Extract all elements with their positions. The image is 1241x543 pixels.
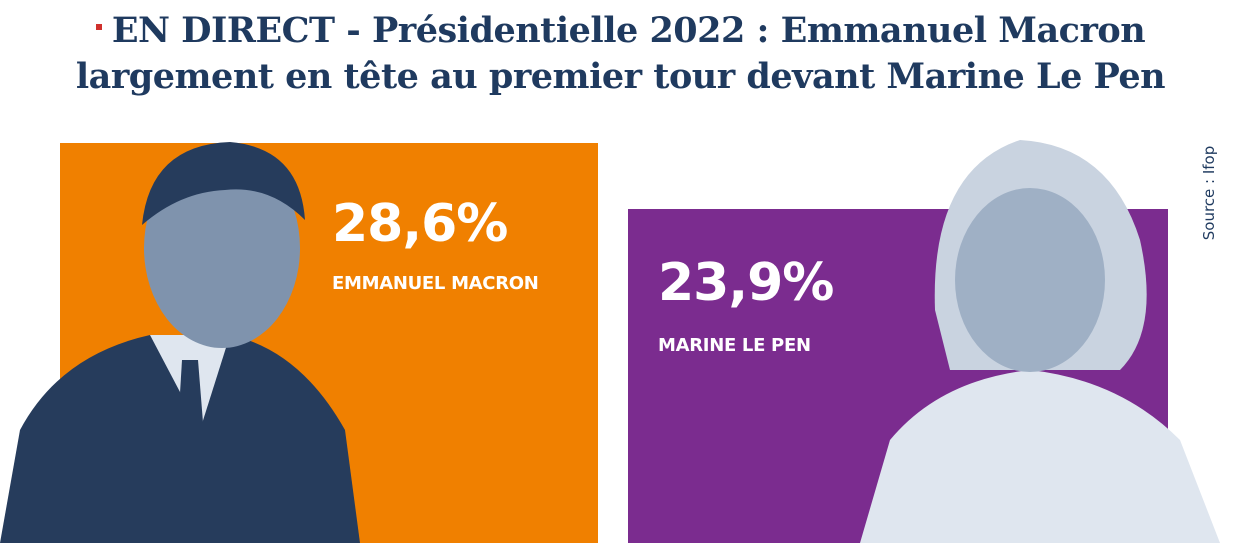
source-note: Source : Ifop [1196,138,1222,248]
bar-value-label-lepen: 23,9% [658,253,834,313]
live-bullet-icon [95,23,102,30]
lepen-portrait [860,140,1220,543]
macron-portrait [0,142,360,543]
source-label: Source : Ifop [1200,145,1218,241]
headline-line-1: EN DIRECT - Présidentielle 2022 : Emmanu… [111,10,1146,51]
bar-category-label-lepen: MARINE LE PEN [658,335,811,356]
bar-value-label-macron: 28,6% [332,194,508,254]
headline: EN DIRECT - Présidentielle 2022 : Emmanu… [0,8,1241,100]
results-chart: 28,6% EMMANUEL MACRON 23,9% MARINE LE PE… [0,130,1241,543]
headline-line-2: largement en tête au premier tour devant… [75,56,1166,97]
bar-category-label-macron: EMMANUEL MACRON [332,273,539,294]
